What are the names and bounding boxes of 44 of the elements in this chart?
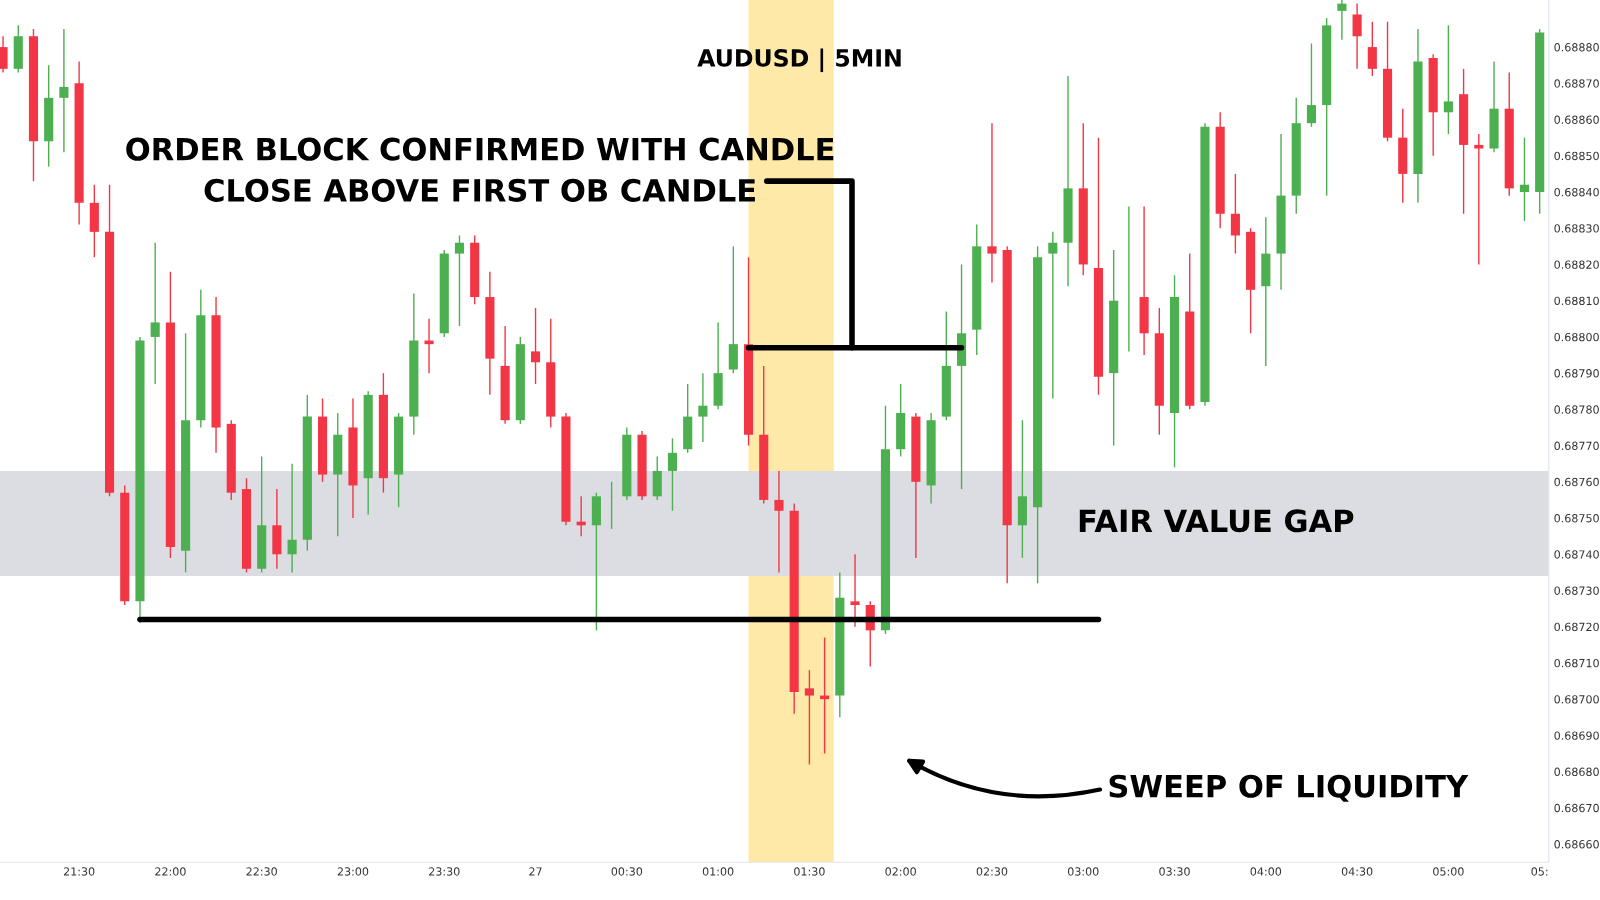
x-tick-label: 22:00 [155,867,186,876]
y-tick-label: 0.68760 [1554,477,1599,487]
y-tick-label: 0.68770 [1554,441,1599,450]
band-label: FAIR VALUE GAP [1079,509,1354,533]
x-tick-label: 23:00 [337,867,369,876]
x-tick-label: 00:30 [611,867,643,876]
x-tick-label: 03:30 [1159,867,1190,876]
x-tick-label: 02:30 [976,867,1008,876]
x-tick-label: 27 [529,867,542,876]
y-tick-label: 0.68660 [1554,840,1599,849]
y-tick-label: 0.68880 [1554,43,1599,52]
y-tick-label: 0.68820 [1554,260,1599,269]
x-tick-label: 05: [1531,867,1548,876]
x-tick-label: 22:30 [246,867,277,876]
annotation: SWEEP OF LIQUIDITY [1109,774,1469,802]
y-tick-label: 0.68860 [1554,115,1599,124]
y-tick-label: 0.68840 [1554,187,1599,197]
y-tick-label: 0.68720 [1554,622,1599,632]
y-tick-label: 0.68730 [1554,586,1599,595]
x-tick-label: 04:30 [1341,867,1373,876]
text: AUDUSD | 5MIN [697,48,901,73]
y-tick-label: 0.68680 [1554,767,1599,777]
x-tick-label: 05:00 [1433,867,1464,876]
y-tick-label: 0.68850 [1554,151,1599,161]
y-tick-label: 0.68750 [1554,514,1599,523]
y-tick-label: 0.68790 [1554,369,1599,378]
y-tick-label: 0.68780 [1554,405,1599,414]
x-tick-label: 21:30 [63,867,95,876]
y-tick-label: 0.68800 [1554,332,1599,342]
y-tick-label: 0.68810 [1554,296,1599,306]
x-tick-label: 02:00 [885,867,916,876]
y-tick-label: 0.68700 [1554,695,1599,704]
x-tick-label: 01:00 [702,867,734,876]
y-tick-label: 0.68870 [1554,79,1599,88]
x-tick-label: 04:00 [1250,867,1282,876]
y-tick-label: 0.68670 [1554,803,1599,813]
annotation: ORDER BLOCK CONFIRMED WITH CANDLE CLOSE ABOVE FIRST OB CANDLE [126,137,834,202]
x-tick-label: 23:30 [429,867,460,876]
x-tick-label: 01:30 [794,867,825,876]
y-tick-label: 0.68830 [1554,224,1599,233]
y-tick-label: 0.68710 [1554,658,1599,668]
y-tick-label: 0.68740 [1554,550,1599,559]
y-tick-label: 0.68690 [1554,731,1599,740]
x-tick-label: 03:00 [1067,867,1099,876]
